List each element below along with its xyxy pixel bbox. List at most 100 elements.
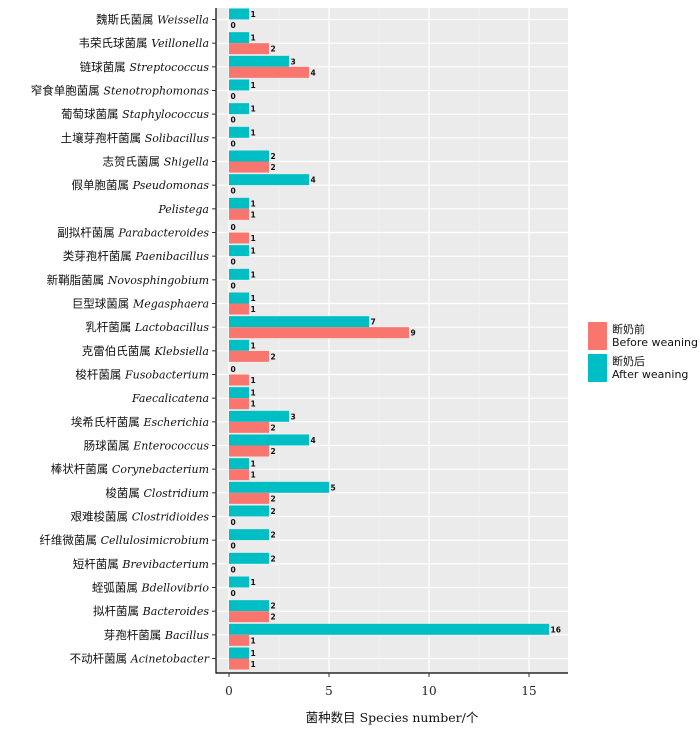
value-label-after-17: 3	[291, 412, 296, 421]
category-label-latin: Bacteroides	[142, 605, 210, 618]
category-label-latin: Shigella	[164, 156, 209, 169]
bar-after-14	[229, 339, 249, 351]
value-label-before-6: 2	[271, 163, 276, 172]
value-label-before-15: 1	[251, 376, 256, 385]
category-label-latin: Cellulosimicrobium	[101, 534, 209, 547]
category-label-latin: Pseudomonas	[132, 179, 210, 192]
category-label-cn: 窄食单胞菌属	[31, 84, 104, 98]
category-label-cn: 志贺氏菌属	[103, 155, 164, 169]
bar-after-12	[229, 292, 249, 304]
category-label-latin: Parabacteroides	[117, 227, 209, 240]
category-label-23: 短杆菌属 Brevibacterium	[73, 557, 209, 571]
value-label-after-3: 1	[251, 81, 256, 90]
value-label-before-24: 0	[231, 589, 236, 598]
value-label-before-23: 0	[231, 565, 236, 574]
bar-after-1	[229, 32, 249, 44]
value-label-after-7: 4	[311, 176, 316, 185]
bar-after-19	[229, 458, 249, 470]
value-label-after-6: 2	[271, 152, 276, 161]
value-label-before-0: 0	[231, 21, 236, 30]
category-label-7: 假单胞菌属 Pseudomonas	[71, 178, 209, 192]
x-axis-title: 菌种数目 Species number/个	[306, 710, 479, 725]
bar-after-26	[229, 623, 549, 635]
value-label-after-11: 1	[251, 270, 256, 279]
category-label-cn: 克雷伯氏菌属	[82, 344, 155, 358]
value-label-after-13: 7	[371, 318, 376, 327]
category-label-latin: Paenibacillus	[134, 250, 209, 263]
bar-after-16	[229, 387, 249, 399]
category-label-26: 芽孢杆菌属 Bacillus	[104, 628, 210, 642]
bar-after-10	[229, 245, 249, 257]
category-label-6: 志贺氏菌属 Shigella	[103, 155, 209, 169]
category-label-latin: Brevibacterium	[121, 558, 209, 571]
category-label-cn: 不动杆菌属	[70, 652, 131, 666]
legend-label-cn-1: 断奶后	[612, 354, 645, 368]
bar-before-6	[229, 161, 269, 173]
category-label-cn: 类芽孢杆菌属	[63, 249, 136, 263]
bar-after-4	[229, 103, 249, 115]
value-label-before-16: 1	[251, 400, 256, 409]
category-label-cn: 棒状杆菌属	[51, 462, 112, 476]
value-label-before-4: 0	[231, 116, 236, 125]
bar-after-2	[229, 55, 289, 67]
bar-before-20	[229, 492, 269, 504]
category-label-latin: Enterococcus	[132, 440, 209, 453]
value-label-after-16: 1	[251, 389, 256, 398]
category-label-cn: 葡萄球菌属	[61, 107, 122, 121]
value-label-after-27: 1	[251, 649, 256, 658]
category-label-8: Pelistega	[157, 203, 209, 216]
bar-before-15	[229, 374, 249, 386]
category-label-latin: Klebsiella	[153, 345, 209, 358]
category-label-latin: Bacillus	[164, 629, 209, 642]
bar-after-20	[229, 481, 329, 493]
category-label-cn: 韦荣氏球菌属	[79, 36, 152, 50]
bar-after-24	[229, 576, 249, 588]
category-label-cn: 魏斯氏菌属	[96, 13, 157, 27]
bar-after-21	[229, 505, 269, 517]
category-label-cn: 链球菌属	[80, 60, 130, 74]
x-tick-label: 0	[225, 684, 233, 698]
category-label-24: 蛭弧菌属 Bdellovibrio	[92, 581, 210, 595]
category-label-2: 链球菌属 Streptococcus	[80, 60, 210, 74]
bar-before-25	[229, 611, 269, 623]
value-label-before-9: 1	[251, 234, 256, 243]
category-label-18: 肠球菌属 Enterococcus	[84, 439, 210, 453]
value-label-after-26: 16	[551, 625, 561, 634]
category-label-cn: 芽孢杆菌属	[104, 628, 165, 642]
category-label-cn: 梭菌属	[105, 486, 143, 500]
category-label-0: 魏斯氏菌属 Weissella	[96, 13, 209, 27]
bar-before-8	[229, 208, 249, 220]
category-label-latin: Fusobacterium	[124, 369, 209, 382]
category-label-cn: 短杆菌属	[73, 557, 123, 571]
category-label-21: 艰难梭菌属 Clostridioides	[71, 510, 210, 524]
category-label-cn: 纤维微菌属	[39, 533, 100, 547]
value-label-before-19: 1	[251, 471, 256, 480]
category-label-latin: Escherichia	[142, 416, 209, 429]
value-label-before-25: 2	[271, 613, 276, 622]
category-label-cn: 副拟杆菌属	[57, 226, 118, 240]
value-label-before-5: 0	[231, 139, 236, 148]
value-label-after-2: 3	[291, 57, 296, 66]
bar-before-27	[229, 658, 249, 670]
category-label-latin: Stenotrophomonas	[103, 85, 209, 98]
value-label-after-9: 0	[231, 223, 236, 232]
bar-before-13	[229, 327, 409, 339]
category-label-9: 副拟杆菌属 Parabacteroides	[57, 226, 209, 240]
category-label-latin: Faecalicatena	[131, 392, 209, 405]
value-label-before-13: 9	[411, 329, 416, 338]
value-label-after-4: 1	[251, 105, 256, 114]
category-label-cn: 巨型球菌属	[72, 297, 133, 311]
bar-after-22	[229, 529, 269, 541]
bar-before-12	[229, 303, 249, 315]
bar-before-19	[229, 469, 249, 481]
category-label-1: 韦荣氏球菌属 Veillonella	[79, 36, 209, 50]
value-label-before-11: 0	[231, 281, 236, 290]
category-label-latin: Bdellovibrio	[141, 582, 210, 595]
category-label-cn: 艰难梭菌属	[71, 510, 132, 524]
legend-label-cn-0: 断奶前	[612, 322, 645, 336]
category-label-latin: Corynebacterium	[112, 463, 209, 476]
category-label-latin: Megasphaera	[132, 298, 209, 311]
category-label-latin: Clostridium	[144, 487, 209, 500]
value-label-after-22: 2	[271, 531, 276, 540]
